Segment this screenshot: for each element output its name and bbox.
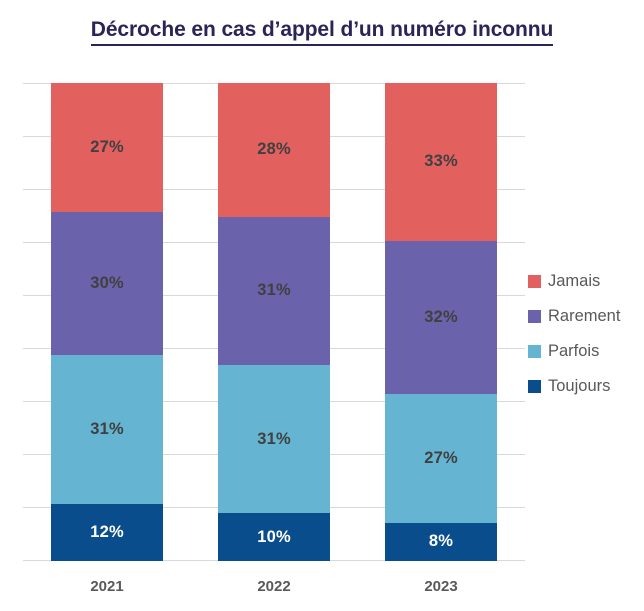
bar-segment-2021-rarement[interactable]: 30% — [51, 212, 163, 356]
legend-item-rarement[interactable]: Rarement — [528, 299, 620, 334]
x-axis-tick-2021: 2021 — [90, 578, 124, 595]
bar-segment-label: 30% — [90, 274, 124, 293]
bar-segment-label: 8% — [428, 532, 454, 551]
bar-segment-label: 27% — [424, 448, 458, 467]
bar-segment-2022-rarement[interactable]: 31% — [218, 216, 330, 365]
legend-item-label: Parfois — [548, 342, 600, 360]
bar-segment-label: 27% — [90, 138, 124, 157]
bar-segment-2023-toujours[interactable]: 8% — [385, 522, 497, 561]
bar-segment-2022-toujours[interactable]: 10% — [218, 513, 330, 561]
bar-segment-label: 31% — [90, 420, 124, 439]
bar-segment-2021-parfois[interactable]: 31% — [51, 355, 163, 504]
bar-segment-2021-toujours[interactable]: 12% — [51, 503, 163, 561]
bar-segment-2023-parfois[interactable]: 27% — [385, 393, 497, 523]
chart-legend: Jamais Rarement Parfois Toujours — [528, 264, 620, 404]
x-axis-tick-2022: 2022 — [257, 578, 291, 595]
legend-item-toujours[interactable]: Toujours — [528, 369, 620, 404]
bar-segment-label: 10% — [257, 527, 291, 546]
bar-2021[interactable]: 27% 30% 31% 12% — [51, 83, 163, 561]
legend-swatch-icon — [528, 275, 541, 288]
x-axis: 2021 2022 2023 — [23, 561, 525, 611]
legend-swatch-icon — [528, 310, 541, 323]
bar-segment-2021-jamais[interactable]: 27% — [51, 83, 163, 213]
legend-swatch-icon — [528, 380, 541, 393]
bar-segment-label: 33% — [424, 152, 458, 171]
legend-item-label: Rarement — [548, 307, 621, 325]
bar-segment-label: 28% — [257, 140, 291, 159]
bar-segment-2022-jamais[interactable]: 28% — [218, 83, 330, 217]
x-axis-tick-2023: 2023 — [424, 578, 458, 595]
legend-item-jamais[interactable]: Jamais — [528, 264, 620, 299]
bar-segment-label: 12% — [90, 522, 124, 541]
legend-item-parfois[interactable]: Parfois — [528, 334, 620, 369]
bar-segment-2023-rarement[interactable]: 32% — [385, 240, 497, 394]
bar-group: 27% 30% 31% 12% 28% 31% 31% 10% 33% 32% 27% 8% — [23, 83, 525, 561]
bar-2023[interactable]: 33% 32% 27% 8% — [385, 83, 497, 561]
bar-segment-2022-parfois[interactable]: 31% — [218, 365, 330, 514]
chart-title: Décroche en cas d’appel d’un numéro inco… — [0, 18, 644, 46]
bar-segment-2023-jamais[interactable]: 33% — [385, 83, 497, 241]
legend-item-label: Toujours — [548, 377, 611, 395]
bar-segment-label: 32% — [424, 307, 458, 326]
bar-segment-label: 31% — [257, 429, 291, 448]
bar-segment-label: 31% — [257, 281, 291, 300]
legend-item-label: Jamais — [548, 272, 601, 290]
legend-swatch-icon — [528, 345, 541, 358]
plot-area: 27% 30% 31% 12% 28% 31% 31% 10% 33% 32% 27% 8% — [23, 83, 525, 561]
bar-2022[interactable]: 28% 31% 31% 10% — [218, 83, 330, 561]
chart-title-text: Décroche en cas d’appel d’un numéro inco… — [90, 18, 553, 46]
